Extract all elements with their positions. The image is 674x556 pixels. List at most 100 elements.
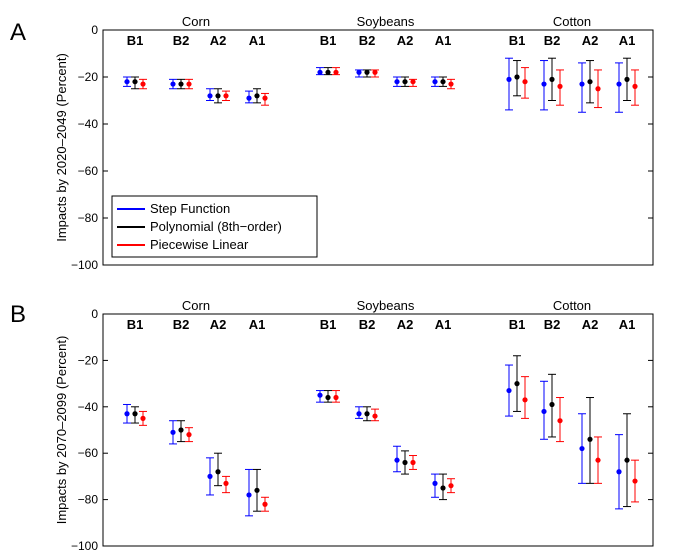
data-point: [140, 415, 146, 421]
scenario-label: B1: [127, 317, 144, 332]
panel-label: B: [10, 301, 26, 328]
data-point: [356, 69, 362, 75]
y-tick-label: 0: [91, 307, 98, 321]
data-point: [402, 459, 408, 466]
data-point: [333, 69, 339, 75]
data-point: [440, 485, 446, 491]
data-point: [557, 418, 563, 424]
data-point: [317, 392, 323, 398]
scenario-label: B2: [544, 317, 561, 332]
data-point: [317, 69, 323, 75]
data-point: [333, 394, 339, 401]
scenario-label: A1: [435, 33, 452, 48]
y-tick-label: −20: [78, 70, 99, 84]
data-point: [541, 408, 547, 415]
scenario-label: A2: [210, 317, 227, 332]
data-point: [432, 79, 438, 85]
scenario-label: B2: [359, 317, 376, 332]
y-tick-label: −80: [78, 211, 99, 225]
axes-frame-A: [102, 29, 654, 266]
data-point: [616, 81, 622, 87]
data-point: [448, 483, 454, 489]
data-point: [514, 74, 520, 80]
data-point: [246, 492, 252, 498]
data-point: [132, 79, 138, 85]
scenario-label: A2: [582, 317, 599, 332]
data-point: [506, 387, 512, 394]
y-tick-label: −20: [78, 353, 99, 367]
data-point: [223, 93, 229, 99]
data-point: [254, 487, 260, 493]
data-point: [394, 457, 400, 463]
data-point: [170, 429, 176, 435]
data-point: [186, 432, 192, 438]
panel-label: A: [10, 19, 26, 46]
data-point: [616, 469, 622, 475]
data-point: [579, 81, 585, 87]
data-point: [410, 79, 416, 85]
y-tick-label: −100: [71, 539, 98, 551]
y-axis-label: Impacts by 2070–2099 (Percent): [54, 336, 69, 525]
y-tick-label: −40: [78, 400, 99, 414]
data-point: [223, 480, 229, 486]
data-point: [624, 76, 630, 82]
crop-title: Cotton: [553, 298, 591, 313]
scenario-label: A2: [210, 33, 227, 48]
data-point: [587, 436, 593, 442]
data-point: [178, 81, 184, 87]
data-point: [262, 501, 268, 507]
scenario-label: A1: [619, 33, 636, 48]
data-point: [364, 69, 370, 75]
data-point: [632, 83, 638, 89]
legend-box: [111, 195, 318, 258]
scenario-label: A1: [249, 33, 266, 48]
data-point: [246, 95, 252, 101]
data-point: [207, 473, 213, 479]
data-point: [186, 81, 192, 87]
axes-frame-B: [102, 313, 654, 547]
data-point: [356, 411, 362, 417]
data-point: [595, 86, 601, 92]
data-point: [178, 427, 184, 433]
legend-label: Step Function: [150, 201, 230, 216]
legend-label: Polynomial (8th−order): [150, 219, 282, 234]
data-point: [325, 394, 331, 401]
scenario-label: B2: [173, 317, 190, 332]
data-point: [624, 457, 630, 463]
data-point: [506, 76, 512, 82]
data-point: [207, 93, 213, 99]
data-point: [140, 81, 146, 87]
data-point: [394, 79, 400, 85]
scenario-label: B2: [359, 33, 376, 48]
scenario-label: A2: [397, 317, 414, 332]
crop-title: Corn: [182, 14, 210, 29]
data-point: [587, 79, 593, 85]
data-point: [402, 79, 408, 85]
data-point: [514, 381, 520, 387]
scenario-label: A1: [435, 317, 452, 332]
crop-title: Corn: [182, 298, 210, 313]
data-point: [254, 93, 260, 99]
scenario-label: B1: [509, 33, 526, 48]
data-point: [522, 79, 528, 85]
legend-label: Piecewise Linear: [150, 237, 249, 252]
scenario-label: B1: [127, 33, 144, 48]
data-point: [432, 480, 438, 486]
data-point: [595, 457, 601, 463]
scenario-label: A2: [397, 33, 414, 48]
data-point: [364, 411, 370, 417]
scenario-label: A1: [249, 317, 266, 332]
data-point: [579, 445, 585, 452]
y-tick-label: −40: [78, 117, 99, 131]
scenario-label: B1: [509, 317, 526, 332]
data-point: [132, 411, 138, 417]
y-tick-label: −80: [78, 493, 99, 507]
scenario-label: B1: [320, 33, 337, 48]
data-point: [632, 478, 638, 484]
data-point: [262, 95, 268, 101]
data-point: [325, 69, 331, 75]
data-point: [549, 76, 555, 82]
scenario-label: B1: [320, 317, 337, 332]
y-tick-label: 0: [91, 23, 98, 37]
